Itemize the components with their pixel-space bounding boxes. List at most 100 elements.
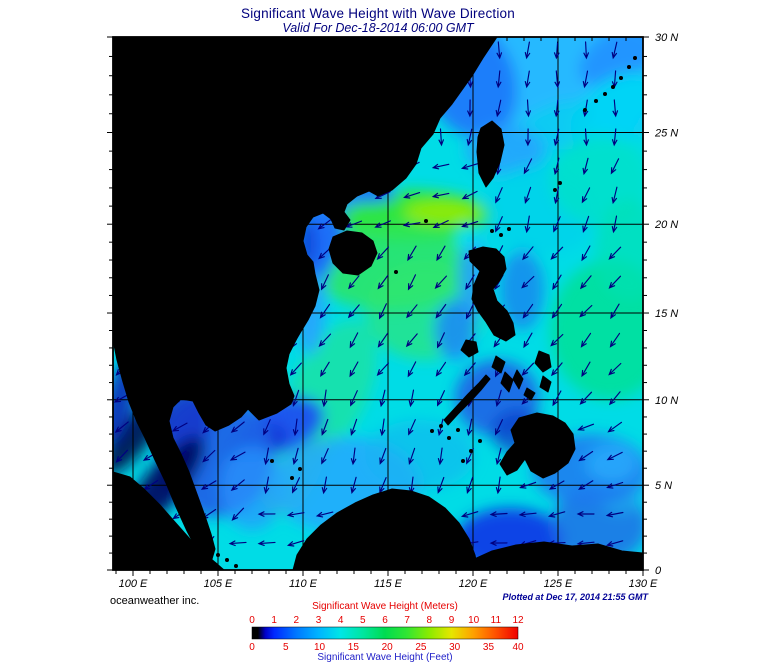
wave-direction-arrow: [552, 390, 562, 407]
wave-direction-arrow: [578, 450, 594, 462]
wave-direction-arrow: [581, 187, 591, 204]
wave-field-blob: [456, 226, 476, 250]
wave-direction-arrow: [495, 476, 502, 495]
wave-direction-arrow: [611, 215, 618, 234]
wave-direction-arrow: [579, 391, 593, 405]
colorbar-meters-tick: 12: [512, 615, 524, 626]
colorbar-feet-tick: 40: [512, 642, 524, 653]
wave-field-blob: [404, 200, 480, 224]
wave-direction-arrow: [606, 451, 623, 461]
wave-direction-arrow: [321, 418, 329, 436]
wave-direction-arrow: [257, 511, 276, 517]
wave-direction-arrow: [466, 476, 474, 494]
wave-direction-arrow: [407, 274, 417, 291]
wave-direction-arrow: [405, 333, 418, 348]
wave-direction-arrow: [437, 332, 445, 349]
colorbar-feet-title: Significant Wave Height (Feet): [317, 652, 453, 663]
wave-direction-arrow: [518, 511, 537, 518]
colorbar-feet-tick: 15: [348, 642, 360, 653]
colorbar-meters-tick: 1: [271, 615, 277, 626]
wave-direction-arrow: [550, 246, 564, 260]
wave-direction-arrow: [171, 422, 188, 432]
wave-direction-arrow: [521, 362, 535, 376]
wave-direction-arrow: [202, 449, 216, 463]
wave-direction-arrow: [286, 540, 305, 547]
wave-direction-arrow: [379, 418, 386, 437]
wave-direction-arrow: [606, 481, 624, 489]
wave-direction-arrow: [611, 128, 618, 147]
land-cebu: [512, 369, 524, 390]
lon-tick-label: 105 E: [204, 578, 233, 590]
wave-direction-arrow: [286, 511, 305, 518]
wave-direction-arrow: [115, 449, 129, 463]
wave-direction-arrow: [350, 476, 357, 495]
islet-dot: [633, 56, 637, 60]
wave-direction-arrow: [607, 421, 623, 433]
wave-direction-arrow: [605, 540, 624, 547]
wave-direction-arrow: [379, 389, 386, 408]
islet-dot: [478, 439, 482, 443]
wave-direction-arrow: [580, 332, 592, 348]
wave-direction-arrow: [403, 192, 421, 199]
wave-direction-arrow: [521, 275, 535, 289]
wave-direction-arrow: [550, 362, 563, 377]
lat-tick-label: 15 N: [655, 308, 678, 320]
islet-dot: [216, 553, 220, 557]
land-borneo: [292, 488, 479, 570]
wave-direction-arrow: [495, 389, 502, 408]
wave-direction-arrow: [230, 421, 245, 433]
small-islands: [216, 56, 637, 568]
land-mindoro: [460, 339, 479, 358]
colorbar-meters-tick: 8: [427, 615, 433, 626]
land-panay: [491, 355, 506, 374]
wave-direction-arrow: [525, 128, 531, 147]
colorbar-feet-tick: 25: [415, 642, 427, 653]
wave-direction-arrow: [321, 389, 328, 408]
colorbar-meters-tick: 5: [360, 615, 366, 626]
wave-direction-arrow: [319, 303, 331, 319]
lon-tick-label: 100 E: [119, 578, 148, 590]
colorbar-meters-tick: 0: [249, 615, 255, 626]
islet-dot: [290, 476, 294, 480]
oceanweather-credit: oceanweather inc.: [110, 595, 200, 607]
wave-direction-arrow: [612, 99, 619, 118]
land-bohol: [523, 387, 536, 401]
wave-field-blob: [500, 250, 544, 330]
colorbar-feet-tick: 30: [449, 642, 461, 653]
wave-direction-arrow: [374, 220, 391, 228]
wave-direction-arrow: [611, 186, 618, 205]
wave-direction-arrow: [519, 481, 537, 489]
islet-dot: [298, 467, 302, 471]
wave-direction-arrow: [347, 304, 360, 319]
lat-tick-label: 5 N: [655, 480, 672, 492]
wave-direction-arrow: [583, 41, 589, 60]
wave-direction-arrow: [524, 186, 532, 204]
colorbar-meters-tick: 7: [404, 615, 410, 626]
wave-direction-arrow: [548, 480, 565, 490]
wave-direction-arrow: [552, 274, 562, 291]
wave-direction-arrow: [230, 479, 245, 492]
wave-direction-arrow: [463, 362, 476, 377]
colorbar-meters-tick: 3: [316, 615, 322, 626]
wave-direction-arrow: [524, 70, 531, 89]
wave-direction-arrow: [376, 362, 389, 376]
wave-direction-arrow: [379, 303, 387, 320]
wave-direction-arrow: [583, 128, 589, 147]
islet-dot: [234, 564, 238, 568]
islet-dot: [270, 459, 274, 463]
wave-direction-arrow: [289, 362, 302, 376]
wave-direction-arrow: [320, 361, 330, 378]
wave-direction-arrow: [496, 41, 503, 60]
islet-dot: [394, 270, 398, 274]
colorbar-meters-title: Significant Wave Height (Meters): [312, 601, 458, 612]
wave-direction-arrow: [350, 390, 358, 407]
land-negros: [500, 371, 514, 393]
wave-direction-arrow: [608, 391, 621, 406]
wave-direction-arrow: [489, 540, 508, 546]
wave-direction-arrow: [460, 511, 479, 518]
islet-dot: [594, 99, 598, 103]
lat-tick-label: 0: [655, 565, 662, 577]
wave-direction-arrow: [610, 303, 620, 320]
wave-direction-arrow: [524, 41, 531, 60]
landmass-layer: [113, 37, 643, 570]
